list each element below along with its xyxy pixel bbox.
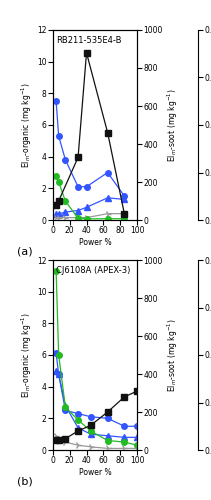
Text: (a): (a) — [17, 246, 33, 256]
Y-axis label: EI$_m$-soot (mg kg$^{-1}$): EI$_m$-soot (mg kg$^{-1}$) — [166, 88, 180, 162]
Text: (b): (b) — [17, 476, 33, 486]
Y-axis label: EI$_m$-soot (mg kg$^{-1}$): EI$_m$-soot (mg kg$^{-1}$) — [166, 318, 180, 392]
Y-axis label: EI$_m$-organic (mg kg$^{-1}$): EI$_m$-organic (mg kg$^{-1}$) — [20, 82, 34, 168]
X-axis label: Power %: Power % — [79, 238, 111, 247]
Y-axis label: EI$_m$-organic (mg kg$^{-1}$): EI$_m$-organic (mg kg$^{-1}$) — [20, 312, 34, 398]
Text: CJ6108A (APEX-3): CJ6108A (APEX-3) — [56, 266, 130, 274]
Text: RB211-535E4-B: RB211-535E4-B — [56, 36, 122, 44]
X-axis label: Power %: Power % — [79, 468, 111, 477]
